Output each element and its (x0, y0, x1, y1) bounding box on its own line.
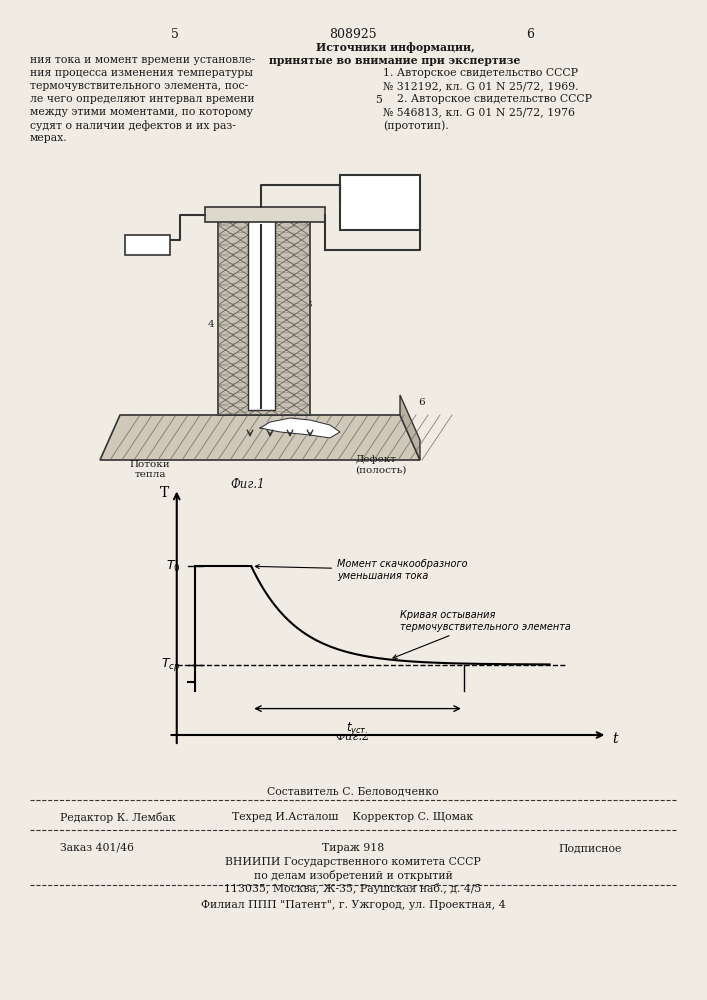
Text: Филиал ППП "Патент", г. Ужгород, ул. Проектная, 4: Филиал ППП "Патент", г. Ужгород, ул. Про… (201, 900, 506, 910)
Text: 3: 3 (305, 300, 312, 309)
Bar (125, 235, 170, 255)
Text: ния тока и момент времени установле-: ния тока и момент времени установле- (30, 55, 255, 65)
Text: между этими моментами, по которому: между этими моментами, по которому (30, 107, 253, 117)
Text: t: t (613, 732, 619, 746)
Text: по делам изобретений и открытий: по делам изобретений и открытий (254, 870, 452, 881)
Text: № 312192, кл. G 01 N 25/72, 1969.: № 312192, кл. G 01 N 25/72, 1969. (383, 81, 578, 91)
Text: Составитель С. Беловодченко: Составитель С. Беловодченко (267, 786, 439, 796)
Text: 6: 6 (418, 398, 425, 407)
Text: 5: 5 (171, 28, 179, 41)
Text: (прототип).: (прототип). (383, 120, 449, 131)
Text: ния процесса изменения температуры: ния процесса изменения температуры (30, 68, 253, 78)
Text: 4: 4 (208, 320, 215, 329)
Text: 1: 1 (262, 398, 269, 407)
Text: T: T (160, 486, 169, 500)
Text: Источники информации,
принятые во внимание при экспертизе: Источники информации, принятые во вниман… (269, 42, 520, 66)
Bar (340, 175, 420, 230)
Text: Фиг.1: Фиг.1 (230, 478, 265, 491)
Text: 2. Авторское свидетельство СССР: 2. Авторское свидетельство СССР (383, 94, 592, 104)
Text: 1. Авторское свидетельство СССР: 1. Авторское свидетельство СССР (383, 68, 578, 78)
Text: Дефект
(полость): Дефект (полость) (355, 455, 407, 474)
Text: 6: 6 (526, 28, 534, 41)
Text: ле чего определяют интервал времени: ле чего определяют интервал времени (30, 94, 255, 104)
Text: термочувствительного элемента, пос-: термочувствительного элемента, пос- (30, 81, 248, 91)
Polygon shape (218, 215, 310, 415)
Text: 808925: 808925 (329, 28, 377, 41)
Text: Заказ 401/46: Заказ 401/46 (60, 843, 134, 853)
Text: Кривая остывания
термочувствительного элемента: Кривая остывания термочувствительного эл… (393, 610, 571, 658)
Text: 2: 2 (278, 350, 285, 359)
Polygon shape (248, 220, 275, 410)
Text: 5: 5 (375, 200, 385, 215)
Text: Потоки
тепла: Потоки тепла (129, 460, 170, 479)
Polygon shape (400, 395, 420, 460)
Polygon shape (100, 415, 420, 460)
Text: $t_{уст.}$: $t_{уст.}$ (346, 720, 369, 737)
Text: $T_{cp}$: $T_{cp}$ (161, 656, 180, 673)
Text: Подписное: Подписное (559, 843, 621, 853)
Polygon shape (205, 207, 325, 222)
Text: ВНИИПИ Государственного комитета СССР: ВНИИПИ Государственного комитета СССР (225, 857, 481, 867)
Text: Техред И.Асталош    Корректор С. Щомак: Техред И.Асталош Корректор С. Щомак (233, 812, 474, 822)
Polygon shape (260, 418, 340, 438)
Text: 5: 5 (375, 95, 382, 105)
Text: Момент скачкообразного
уменьшания тока: Момент скачкообразного уменьшания тока (255, 559, 467, 581)
Text: Редактор К. Лембак: Редактор К. Лембак (60, 812, 175, 823)
Text: Тираж 918: Тираж 918 (322, 843, 384, 853)
Text: судят о наличии дефектов и их раз-: судят о наличии дефектов и их раз- (30, 120, 236, 131)
Text: Фиг.2: Фиг.2 (336, 730, 370, 743)
Text: № 546813, кл. G 01 N 25/72, 1976: № 546813, кл. G 01 N 25/72, 1976 (383, 107, 575, 117)
Text: мерах.: мерах. (30, 133, 68, 143)
Text: 113035, Москва, Ж-35, Раушская наб., д. 4/5: 113035, Москва, Ж-35, Раушская наб., д. … (224, 883, 481, 894)
Text: $T_0$: $T_0$ (166, 559, 180, 574)
